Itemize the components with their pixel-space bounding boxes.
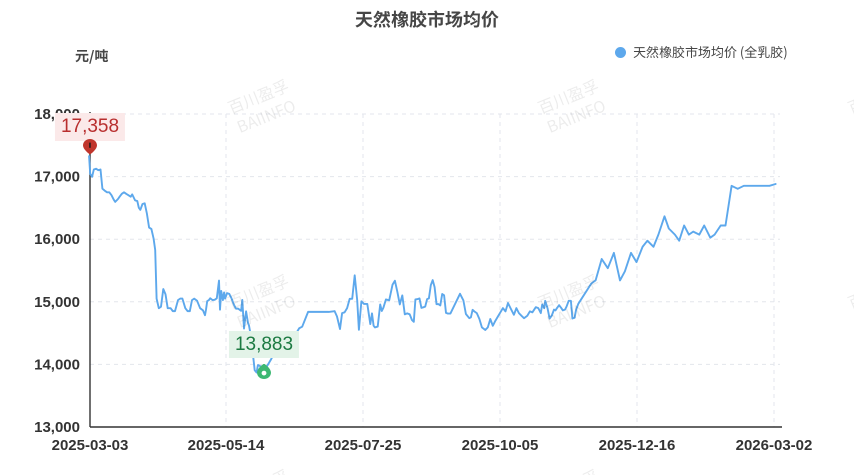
svg-text:14,000: 14,000 <box>34 356 80 373</box>
svg-text:2025-10-05: 2025-10-05 <box>462 437 539 454</box>
svg-text:2025-05-14: 2025-05-14 <box>188 437 265 454</box>
svg-text:2025-07-25: 2025-07-25 <box>325 437 402 454</box>
svg-text:16,000: 16,000 <box>34 231 80 248</box>
svg-text:2025-12-16: 2025-12-16 <box>599 437 676 454</box>
svg-text:2026-03-02: 2026-03-02 <box>736 437 813 454</box>
svg-text:15,000: 15,000 <box>34 294 80 311</box>
svg-text:2025-03-03: 2025-03-03 <box>52 437 129 454</box>
svg-text:17,000: 17,000 <box>34 169 80 186</box>
svg-text:13,000: 13,000 <box>34 419 80 436</box>
